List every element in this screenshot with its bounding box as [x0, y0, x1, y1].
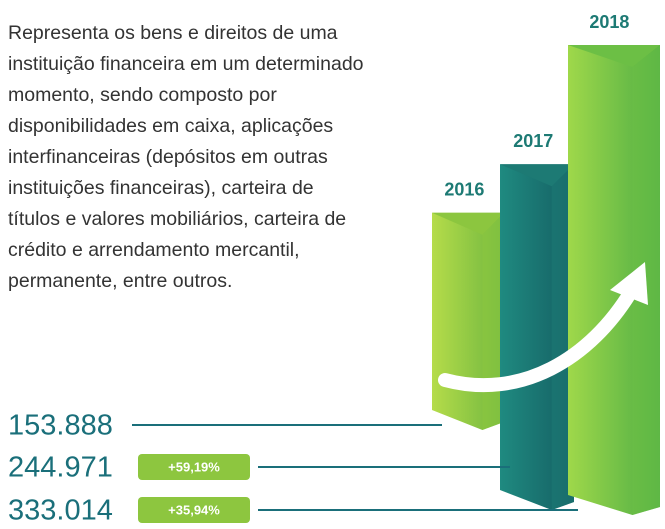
year-label: 2017 — [513, 131, 553, 151]
value-label: 333.014 — [8, 495, 113, 527]
chart: 2016 153.888 2017 244.971 +59,19% 2018 333.014… — [0, 0, 665, 529]
change-label: +59,19% — [168, 459, 220, 474]
year-label: 2018 — [589, 12, 629, 32]
value-label: 153.888 — [8, 410, 113, 442]
year-label: 2016 — [444, 180, 484, 200]
page: {"chart_data": {"type": "bar", "descript… — [0, 0, 665, 529]
change-label: +35,94% — [168, 502, 220, 517]
value-label: 244.971 — [8, 452, 113, 484]
